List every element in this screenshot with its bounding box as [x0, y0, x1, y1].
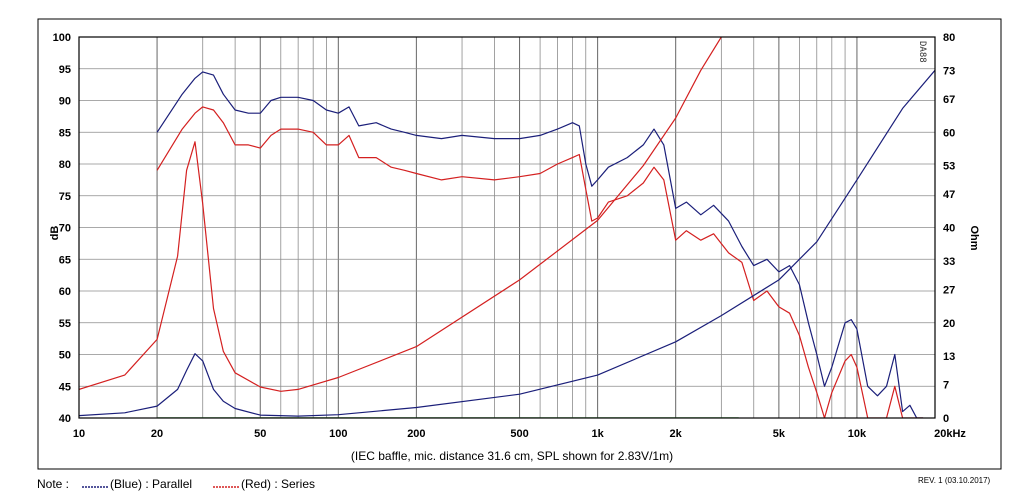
- y-left-tick-label: 70: [59, 223, 71, 235]
- y-left-tick-label: 50: [59, 350, 71, 362]
- y-left-tick-label: 80: [59, 159, 71, 171]
- y-left-tick-label: 95: [59, 64, 71, 76]
- series-line-impedance-red: [79, 37, 722, 392]
- y-left-tick-label: 90: [59, 96, 71, 108]
- x-tick-label: 50: [254, 428, 266, 440]
- legend-blue-label: (Blue) : Parallel: [110, 477, 193, 491]
- x-tick-label: 200: [407, 428, 425, 440]
- y-left-axis-label: dB: [49, 226, 61, 241]
- y-left-tick-label: 75: [59, 191, 71, 203]
- y-right-axis-label: Ohm: [968, 225, 980, 250]
- brand-logo: DA88: [917, 41, 927, 63]
- y-right-tick-label: 33: [943, 256, 955, 268]
- chart-caption: (IEC baffle, mic. distance 31.6 cm, SPL …: [351, 449, 673, 463]
- y-right-tick-label: 47: [943, 189, 955, 201]
- y-left-tick-labels: 40 45 50 55 60 65 70 75 80 85 90 95 100: [53, 32, 71, 425]
- y-left-tick-label: 65: [59, 254, 71, 266]
- y-right-tick-label: 0: [943, 413, 949, 425]
- y-right-tick-label: 53: [943, 161, 955, 173]
- y-right-tick-label: 20: [943, 318, 955, 330]
- y-right-tick-label: 27: [943, 284, 955, 296]
- revision-label: REV. 1 (03.10.2017): [918, 476, 991, 485]
- legend-red-swatch: [213, 486, 239, 488]
- series-line-impedance-blue: [79, 69, 935, 417]
- x-tick-label: 10k: [848, 428, 867, 440]
- x-tick-label: 20: [151, 428, 163, 440]
- y-right-tick-label: 13: [943, 351, 955, 363]
- y-right-tick-label: 73: [943, 65, 955, 77]
- plot-frame: [78, 36, 936, 419]
- y-right-tick-label: 67: [943, 94, 955, 106]
- y-right-tick-label: 40: [943, 223, 955, 235]
- series-layer: [79, 37, 935, 418]
- y-left-tick-label: 100: [53, 32, 71, 44]
- legend-blue-swatch: [82, 486, 108, 488]
- y-right-tick-label: 60: [943, 127, 955, 139]
- series-line-SPL-red: [156, 106, 924, 418]
- series-line-SPL-blue: [156, 71, 924, 418]
- y-right-tick-label: 7: [943, 380, 949, 392]
- y-left-tick-label: 85: [59, 127, 71, 139]
- x-tick-label: 1k: [592, 428, 605, 440]
- y-left-tick-label: 40: [59, 413, 71, 425]
- x-tick-label: 100: [329, 428, 347, 440]
- x-tick-labels: 10 20 50 100 200 500 1k 2k 5k 10k 20kHz: [73, 428, 967, 440]
- y-left-tick-label: 45: [59, 381, 71, 393]
- y-right-tick-labels: 0 7 13 20 27 33 40 47 53 60 67 73 80: [943, 32, 955, 425]
- x-tick-label: 10: [73, 428, 85, 440]
- note-label: Note :: [37, 477, 70, 491]
- grid: [79, 37, 935, 418]
- x-tick-label: 20kHz: [934, 428, 966, 440]
- x-tick-label: 5k: [773, 428, 786, 440]
- y-left-tick-label: 55: [59, 318, 71, 330]
- legend-red-label: (Red) : Series: [241, 477, 316, 491]
- x-tick-label: 2k: [670, 428, 683, 440]
- y-right-tick-label: 80: [943, 32, 955, 44]
- y-left-tick-label: 60: [59, 286, 71, 298]
- x-tick-label: 500: [510, 428, 528, 440]
